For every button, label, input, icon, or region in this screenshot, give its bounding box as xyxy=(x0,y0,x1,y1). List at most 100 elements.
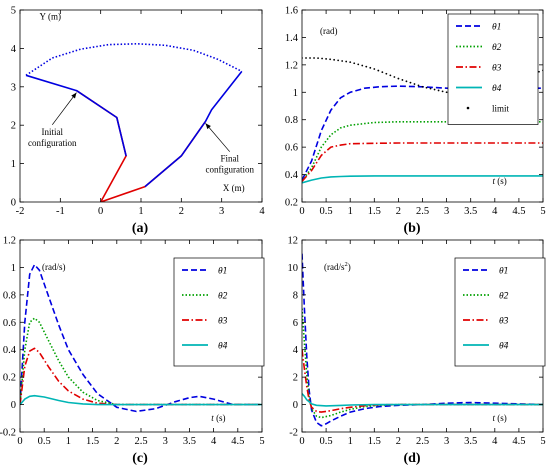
chart-b: 0 0.5 1 1.5 2 2.5 3 3.5 4 4.5 5 0.2 0.4 0.6 0.8 1 1.2 1.4… xyxy=(285,6,546,237)
series-line-a-4 xyxy=(25,42,243,76)
x-tick-label: 3 xyxy=(444,206,449,217)
legend-label: limit xyxy=(492,104,510,114)
series-point xyxy=(337,59,340,62)
x-tick-label: 2 xyxy=(396,436,401,447)
x-tick-label: 3 xyxy=(444,436,449,447)
y-tick-label: 0 xyxy=(11,400,16,411)
legend-box xyxy=(173,257,265,367)
annotation-arrow xyxy=(51,92,77,126)
annotation-initial: Initial configuration xyxy=(28,127,77,148)
series-line-a-1 xyxy=(25,74,127,157)
series-point xyxy=(353,62,356,65)
annotation-final: Final configuration xyxy=(205,154,254,175)
y-tick-label: 4 xyxy=(293,345,299,356)
series-line-a-2 xyxy=(100,120,207,202)
x-tick-label: 5 xyxy=(540,206,545,217)
x-tick-label: 0.5 xyxy=(38,436,51,447)
series-point xyxy=(305,57,307,59)
y-tick-label: 8 xyxy=(293,290,298,301)
panel-caption: (c) xyxy=(132,451,148,466)
x-tick-label: 1 xyxy=(348,436,353,447)
series-point xyxy=(369,66,372,69)
x-tick-label: 5 xyxy=(259,436,264,447)
series-line-d-3 xyxy=(302,393,543,407)
y-tick-label: 4 xyxy=(11,44,17,55)
annotation-arrow xyxy=(205,123,230,152)
series-line-b-1 xyxy=(302,121,543,182)
series-point xyxy=(417,84,420,87)
x-tick-label: 4 xyxy=(211,436,217,447)
chart-d: 0 0.5 1 1.5 2 2.5 3 3.5 4 4.5 5-2024681012(d)(rad/… xyxy=(288,236,546,467)
x-tick-label: 1 xyxy=(138,206,143,217)
y-tick-label: 1 xyxy=(293,88,298,99)
unit-label: (rad/s) xyxy=(42,262,66,272)
x-tick-label: 4 xyxy=(492,436,498,447)
series-point xyxy=(409,81,412,84)
legend-label: θ̈1 xyxy=(499,267,508,277)
legend-label: θ̇2 xyxy=(218,292,228,302)
x-tick-label: 2.5 xyxy=(134,436,147,447)
x-tick-label: 4 xyxy=(492,206,498,217)
x-tick-label: 2 xyxy=(114,436,119,447)
series-group-c xyxy=(20,263,262,413)
x-tick-label: 3.5 xyxy=(464,206,477,217)
series-point xyxy=(421,85,424,88)
y-tick-label: 0.6 xyxy=(3,318,16,329)
y-axis-label: Y (m) xyxy=(40,12,61,22)
x-tick-label: -2 xyxy=(16,206,25,217)
series-line-c-2 xyxy=(20,347,262,406)
y-tick-label: 6 xyxy=(293,318,298,329)
y-tick-label: 2 xyxy=(11,121,16,132)
y-tick-label: 1.6 xyxy=(285,6,298,17)
x-tick-label: 3 xyxy=(219,206,224,217)
y-tick-label: 0 xyxy=(293,400,298,411)
series-point xyxy=(377,69,380,72)
legend-label: θ̈4 xyxy=(499,342,509,352)
y-tick-label: 3 xyxy=(11,82,16,93)
y-tick-label: 1.2 xyxy=(285,60,298,71)
y-tick-label: 0 xyxy=(11,198,16,209)
x-tick-label: 1.5 xyxy=(86,436,99,447)
x-tick-label: 0 xyxy=(299,206,304,217)
series-point xyxy=(429,87,432,90)
x-tick-label: 1 xyxy=(66,436,71,447)
series-point xyxy=(329,58,332,61)
series-point xyxy=(397,77,400,80)
x-tick-label: 0 xyxy=(299,436,304,447)
y-tick-label: 2 xyxy=(293,373,298,384)
series-point xyxy=(341,60,344,62)
x-tick-label: 4 xyxy=(259,206,265,217)
legend-label: θ̈3 xyxy=(499,317,509,327)
legend: θ̈1 θ̈2 θ̈3 θ̈4 xyxy=(454,257,546,367)
series-point xyxy=(373,68,376,70)
series-line-a-3 xyxy=(144,70,243,188)
x-tick-label: 2.5 xyxy=(416,206,429,217)
series-point xyxy=(349,61,352,64)
x-tick-label: 4.5 xyxy=(231,436,244,447)
legend-label: θ2 xyxy=(492,43,502,53)
x-axis-label: X (m) xyxy=(223,183,245,193)
panel-caption: (a) xyxy=(132,221,149,236)
legend-label: θ1 xyxy=(492,23,501,33)
x-tick-label: 0.5 xyxy=(320,206,333,217)
x-tick-label: 5 xyxy=(540,436,545,447)
x-tick-label: 1.5 xyxy=(368,436,381,447)
legend-label: θ3 xyxy=(492,64,502,74)
series-point xyxy=(401,79,404,81)
series-group-d xyxy=(302,253,543,427)
panel-caption: (b) xyxy=(403,221,420,236)
y-tick-label: -0.2 xyxy=(0,428,16,439)
series-point xyxy=(393,76,396,78)
y-tick-label: 10 xyxy=(288,263,299,274)
series-point xyxy=(325,58,327,60)
y-tick-label: 0.8 xyxy=(285,115,298,126)
series-point xyxy=(413,83,416,85)
series-line-b-3 xyxy=(302,175,543,184)
series-group-a xyxy=(25,42,243,202)
series-point xyxy=(317,57,319,60)
series-point xyxy=(309,57,311,59)
series-line-d-0 xyxy=(302,253,543,427)
series-line-b-2 xyxy=(302,142,543,182)
legend: θ1 θ2 θ3 θ4 limit xyxy=(447,13,539,125)
